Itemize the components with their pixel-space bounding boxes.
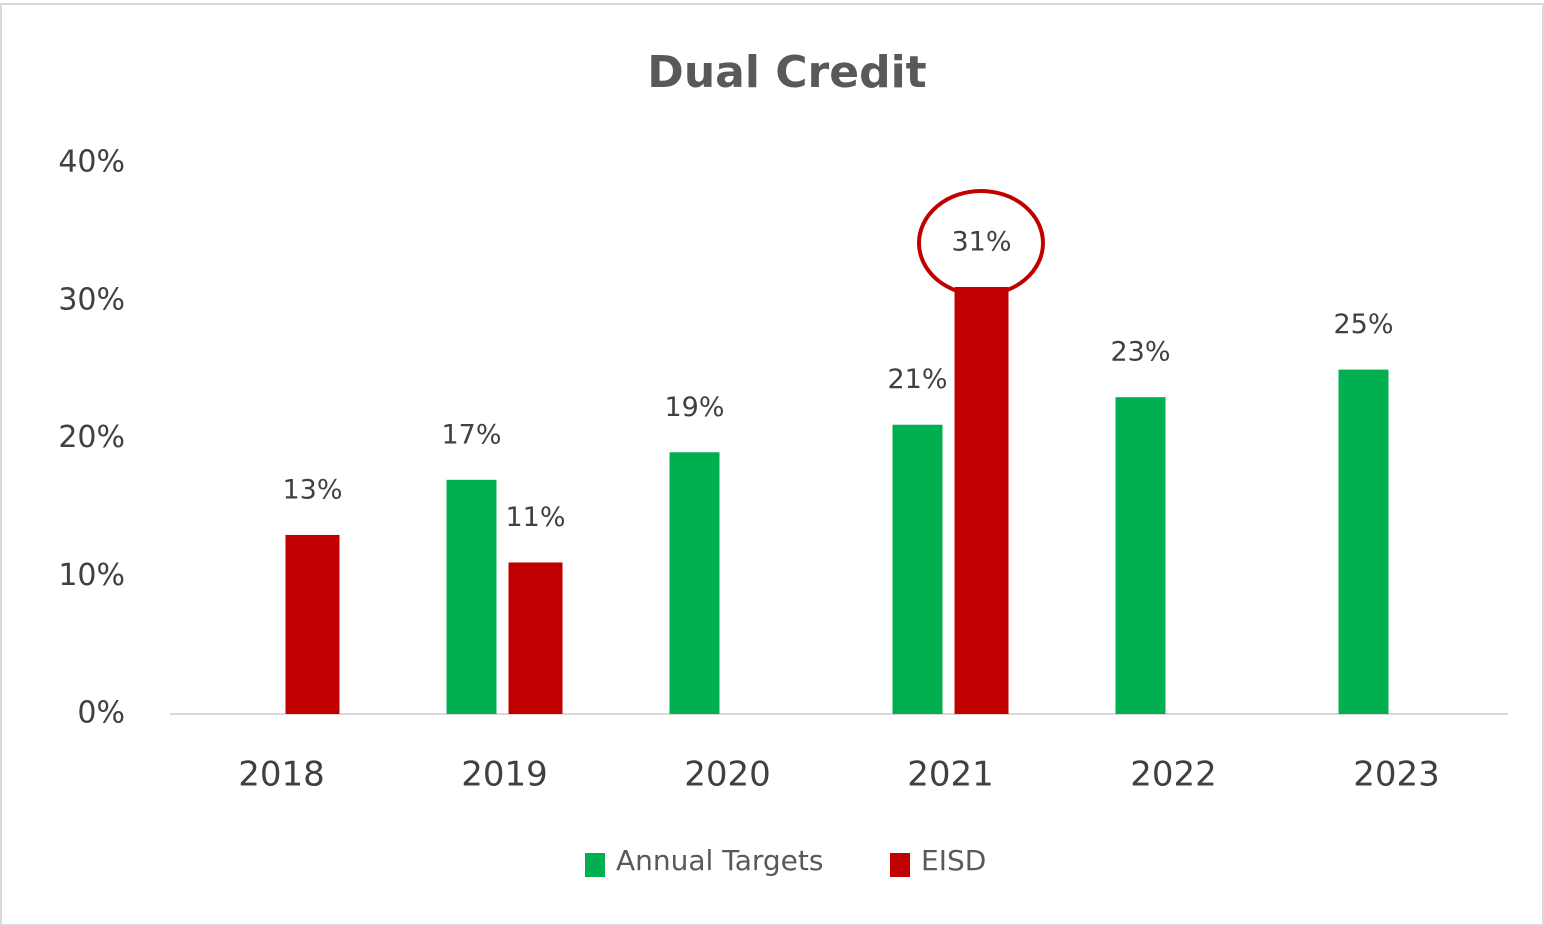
- chart-title: Dual Credit: [647, 47, 926, 98]
- bar: [669, 452, 720, 714]
- bar: [446, 479, 497, 714]
- legend-label: Annual Targets: [616, 844, 823, 877]
- x-tick-label: 2020: [684, 755, 771, 795]
- x-tick-label: 2022: [1130, 755, 1217, 795]
- x-tick-label: 2019: [461, 755, 548, 795]
- value-label: 13%: [282, 474, 342, 505]
- legend-swatch: [890, 853, 910, 877]
- y-tick-label: 20%: [58, 420, 125, 455]
- value-label: 21%: [887, 364, 947, 395]
- y-tick-label: 40%: [58, 145, 125, 180]
- x-tick-label: 2021: [907, 755, 994, 795]
- x-tick-label: 2018: [238, 755, 325, 795]
- y-tick-label: 30%: [58, 282, 125, 317]
- value-label: 25%: [1333, 309, 1393, 340]
- value-label: 17%: [441, 419, 501, 450]
- y-tick-label: 10%: [58, 558, 125, 593]
- value-label: 11%: [505, 502, 565, 533]
- bar: [1338, 369, 1389, 714]
- value-label: 31%: [951, 226, 1011, 257]
- value-label: 19%: [664, 392, 724, 423]
- legend-swatch: [585, 853, 605, 877]
- bar: [954, 286, 1009, 714]
- bar: [1115, 397, 1166, 714]
- chart-frame: [0, 3, 1544, 926]
- legend-label: EISD: [921, 844, 986, 877]
- value-label: 23%: [1110, 337, 1170, 368]
- y-tick-label: 0%: [77, 696, 125, 731]
- bar: [508, 562, 563, 714]
- x-tick-label: 2023: [1353, 755, 1440, 795]
- bar: [892, 424, 943, 714]
- bar: [285, 534, 340, 714]
